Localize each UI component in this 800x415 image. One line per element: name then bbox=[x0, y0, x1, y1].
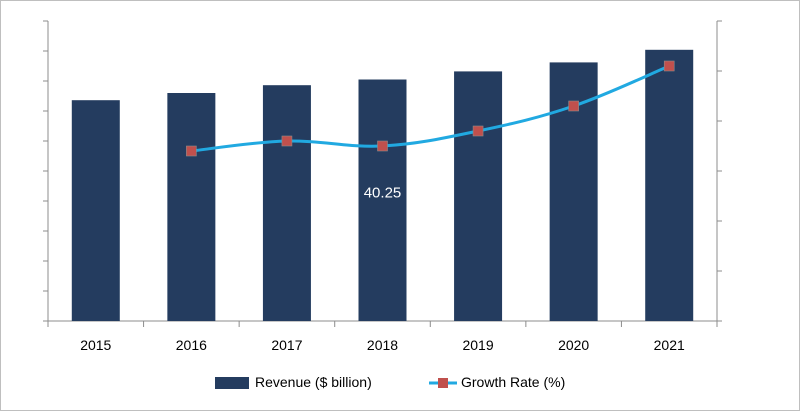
x-tick-label-2017: 2017 bbox=[271, 337, 302, 353]
revenue-bar-2019 bbox=[454, 71, 503, 322]
bar-series bbox=[71, 49, 694, 322]
x-tick-label-2018: 2018 bbox=[367, 337, 398, 353]
legend-revenue-label: Revenue ($ billion) bbox=[255, 374, 372, 390]
data-label-2018: 40.25 bbox=[364, 184, 402, 201]
growth-marker-2018 bbox=[377, 140, 388, 152]
x-tick-label-2015: 2015 bbox=[80, 337, 111, 353]
revenue-bar-2021 bbox=[645, 49, 694, 322]
growth-marker-2020 bbox=[568, 100, 579, 112]
legend-growth-marker bbox=[438, 378, 448, 388]
growth-marker-2021 bbox=[663, 60, 675, 72]
growth-marker-2019 bbox=[472, 125, 484, 137]
x-tick-label-2019: 2019 bbox=[462, 337, 493, 353]
x-tick-labels: 2015 2016 2017 2018 2019 2020 2021 bbox=[80, 337, 685, 353]
revenue-bar-2015 bbox=[71, 100, 120, 321]
revenue-bar-2016 bbox=[167, 93, 216, 321]
x-tick-label-2016: 2016 bbox=[176, 337, 207, 353]
x-tick-label-2021: 2021 bbox=[654, 337, 685, 353]
revenue-bar-2017 bbox=[262, 85, 311, 321]
line-series bbox=[186, 60, 675, 157]
legend-growth-label: Growth Rate (%) bbox=[461, 374, 565, 390]
growth-marker-2017 bbox=[281, 135, 293, 147]
data-labels: 40.25 bbox=[364, 184, 402, 201]
revenue-bar-2018 bbox=[358, 79, 407, 321]
growth-rate-line bbox=[191, 64, 670, 153]
growth-marker-2016 bbox=[186, 145, 197, 157]
legend-revenue-swatch bbox=[215, 377, 249, 389]
legend: Revenue ($ billion) Growth Rate (%) bbox=[215, 374, 565, 390]
x-tick-label-2020: 2020 bbox=[558, 337, 589, 353]
